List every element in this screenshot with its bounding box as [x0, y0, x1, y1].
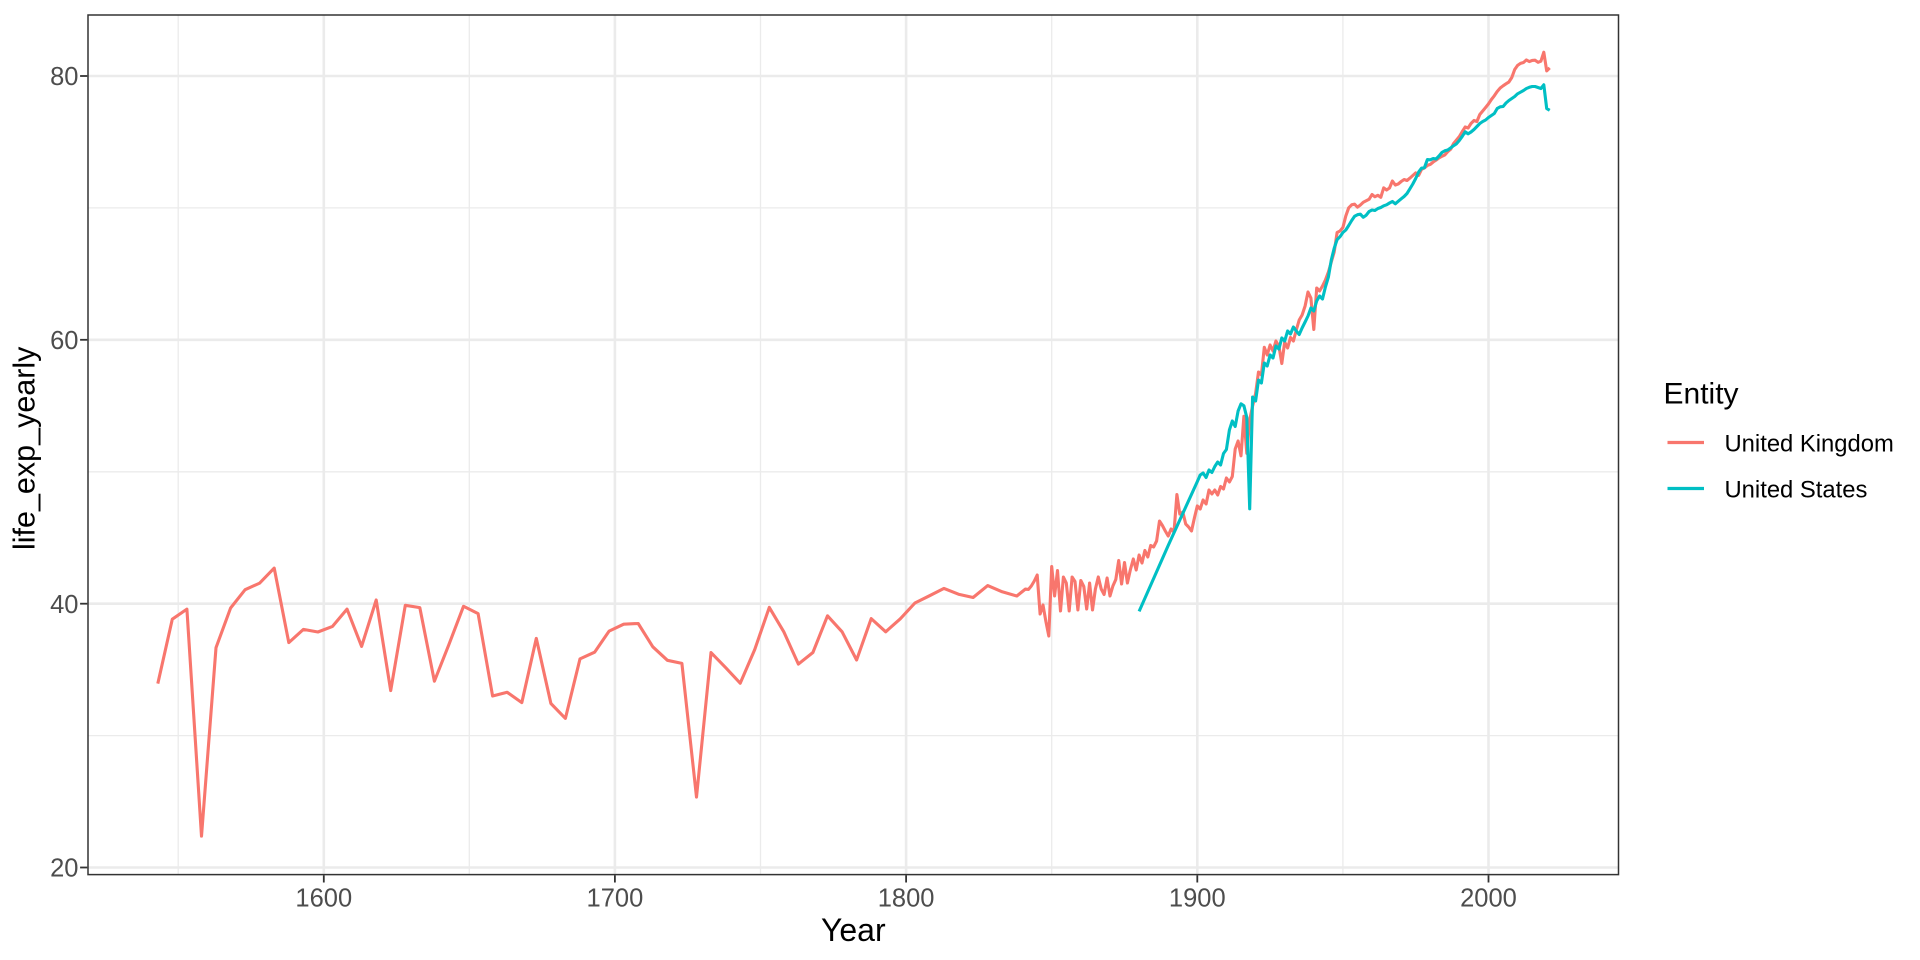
svg-text:1900: 1900: [1169, 885, 1226, 913]
svg-text:United Kingdom: United Kingdom: [1725, 431, 1894, 458]
svg-text:life_exp_yearly: life_exp_yearly: [8, 346, 42, 550]
svg-text:Entity: Entity: [1664, 378, 1739, 411]
svg-text:1700: 1700: [587, 885, 644, 913]
svg-text:2000: 2000: [1460, 885, 1517, 913]
svg-text:United States: United States: [1725, 477, 1868, 504]
svg-text:1800: 1800: [878, 885, 935, 913]
svg-text:80: 80: [50, 63, 78, 91]
svg-text:1600: 1600: [295, 885, 352, 913]
svg-text:40: 40: [50, 591, 78, 619]
svg-text:60: 60: [50, 327, 78, 355]
svg-text:20: 20: [50, 855, 78, 883]
svg-text:Year: Year: [821, 912, 886, 948]
